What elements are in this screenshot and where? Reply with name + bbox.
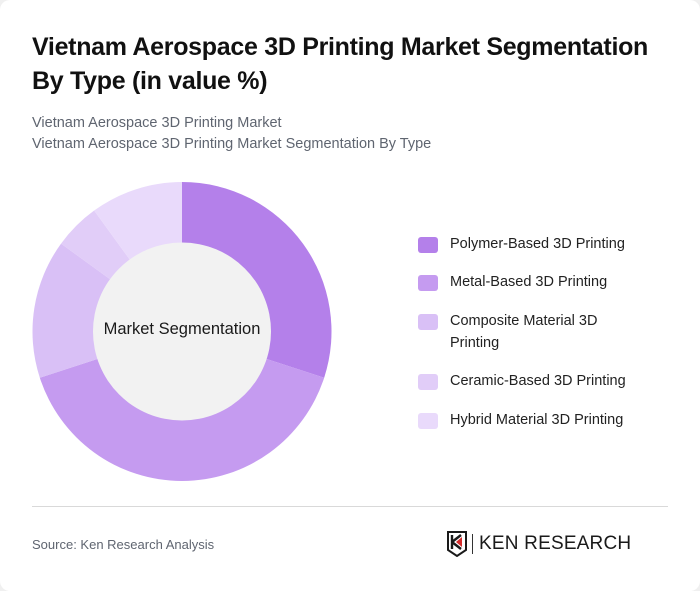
subtitle-segmentation: Vietnam Aerospace 3D Printing Market Seg… bbox=[32, 136, 432, 152]
legend-label: Hybrid Material 3D Printing bbox=[450, 412, 624, 428]
donut-center-label: Market Segmentation bbox=[103, 320, 261, 338]
footer-divider bbox=[32, 506, 668, 507]
legend-label: Polymer-Based 3D Printing bbox=[450, 236, 625, 252]
donut-center bbox=[93, 242, 271, 421]
legend-label: Metal-Based 3D Printing bbox=[450, 274, 608, 290]
legend-item-ceramic[interactable]: Ceramic-Based 3D Printing bbox=[418, 370, 678, 409]
subtitle-market: Vietnam Aerospace 3D Printing Market bbox=[32, 115, 282, 131]
chart-title: Vietnam Aerospace 3D Printing Market Seg… bbox=[32, 33, 649, 95]
legend-swatch-polymer bbox=[418, 237, 438, 253]
legend-label: Composite Material 3D Printing bbox=[450, 313, 598, 351]
legend-item-hybrid[interactable]: Hybrid Material 3D Printing bbox=[418, 409, 678, 447]
legend-item-polymer[interactable]: Polymer-Based 3D Printing bbox=[418, 233, 678, 271]
logo-text: KEN RESEARCH bbox=[479, 533, 632, 554]
source-note: Source: Ken Research Analysis bbox=[32, 537, 215, 552]
legend-label: Ceramic-Based 3D Printing bbox=[450, 373, 626, 389]
ken-research-logo: KEN RESEARCH bbox=[447, 530, 631, 558]
ken-research-shield-icon bbox=[447, 531, 467, 557]
legend-item-metal[interactable]: Metal-Based 3D Printing bbox=[418, 271, 678, 310]
logo-separator bbox=[472, 534, 473, 554]
legend-swatch-ceramic bbox=[418, 374, 438, 390]
legend: Polymer-Based 3D Printing Metal-Based 3D… bbox=[418, 233, 678, 447]
legend-swatch-metal bbox=[418, 275, 438, 291]
legend-item-composite[interactable]: Composite Material 3D Printing bbox=[418, 310, 678, 370]
donut-chart bbox=[32, 182, 332, 481]
legend-swatch-hybrid bbox=[418, 413, 438, 429]
legend-swatch-composite bbox=[418, 314, 438, 330]
